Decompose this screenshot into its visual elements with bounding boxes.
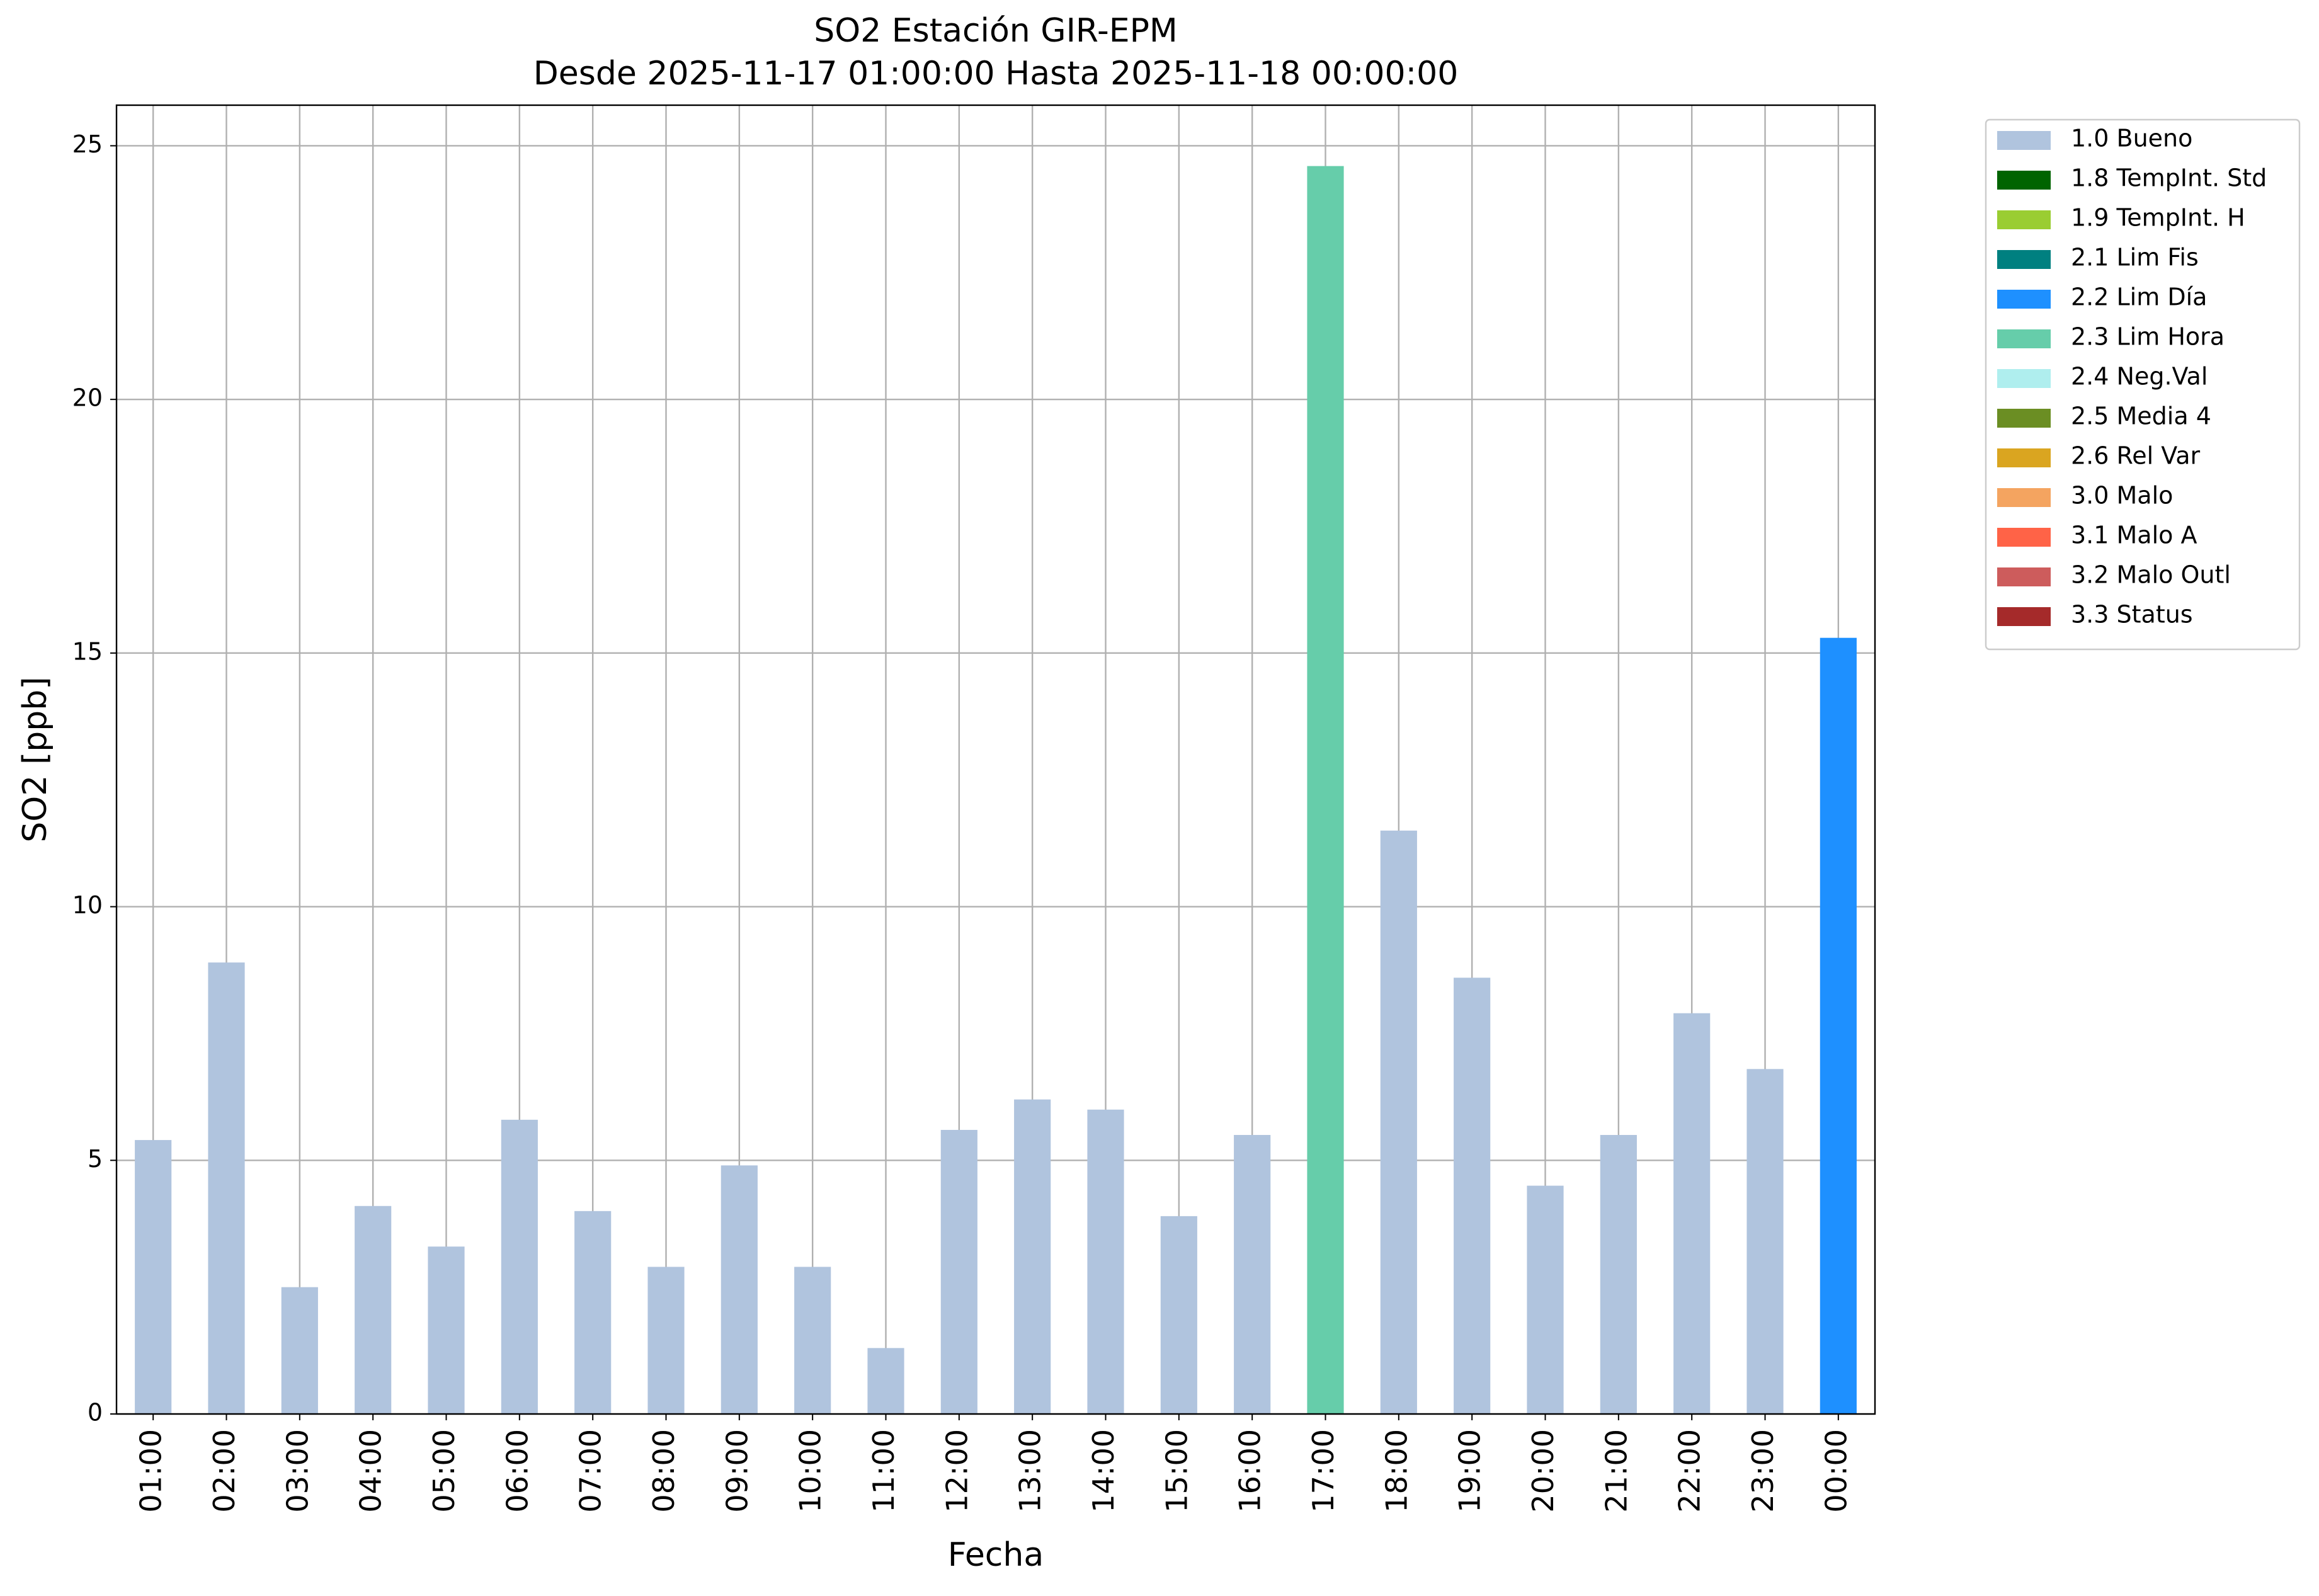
bar: [1527, 1185, 1564, 1414]
x-tick-label: 11:00: [867, 1429, 901, 1513]
bar: [208, 962, 245, 1414]
bar: [1746, 1069, 1784, 1414]
bar: [721, 1165, 758, 1414]
x-tick-label: 08:00: [647, 1429, 681, 1513]
bar: [1380, 830, 1417, 1414]
legend-swatch: [1997, 607, 2051, 626]
chart-title: SO2 Estación GIR-EPM: [814, 12, 1178, 50]
x-axis-label: Fecha: [948, 1536, 1044, 1574]
bar: [794, 1267, 831, 1414]
legend-label: 3.2 Malo Outl: [2071, 561, 2231, 589]
bar: [428, 1246, 465, 1414]
legend-swatch: [1997, 250, 2051, 269]
legend-swatch: [1997, 369, 2051, 388]
legend-box: [1985, 118, 2301, 651]
x-tick-label: 06:00: [500, 1429, 534, 1513]
legend-label: 1.0 Bueno: [2071, 125, 2192, 152]
y-tick-label: 10: [72, 891, 103, 919]
bar: [1160, 1216, 1197, 1414]
x-tick-label: 09:00: [720, 1429, 754, 1513]
x-tick-label: 18:00: [1379, 1429, 1413, 1513]
legend-label: 2.4 Neg.Val: [2071, 363, 2208, 390]
bar: [501, 1119, 538, 1414]
legend-label: 2.5 Media 4: [2071, 402, 2211, 430]
legend-label: 1.8 TempInt. Std: [2071, 164, 2267, 192]
plot-frame: [115, 104, 1876, 1415]
x-tick-label: 17:00: [1306, 1429, 1340, 1513]
x-tick-label: 14:00: [1086, 1429, 1120, 1513]
bar: [1600, 1135, 1637, 1414]
legend-swatch: [1997, 210, 2051, 229]
x-tick-label: 07:00: [574, 1429, 608, 1513]
legend-swatch: [1997, 131, 2051, 150]
legend-label: 2.3 Lim Hora: [2071, 323, 2225, 351]
bar: [1820, 637, 1857, 1414]
bars: [135, 166, 1857, 1415]
x-tick-label: 00:00: [1819, 1429, 1853, 1513]
legend-label: 1.9 TempInt. H: [2071, 204, 2245, 232]
x-tick-label: 05:00: [427, 1429, 461, 1513]
x-tick-label: 03:00: [280, 1429, 314, 1513]
legend-swatch: [1997, 488, 2051, 507]
legend-swatch: [1997, 448, 2051, 467]
bar: [647, 1267, 685, 1414]
y-tick-label: 15: [72, 637, 103, 665]
y-tick-label: 5: [88, 1145, 103, 1173]
legend-label: 3.3 Status: [2071, 601, 2193, 629]
bar: [281, 1287, 318, 1414]
x-tick-label: 02:00: [207, 1429, 241, 1513]
bar: [574, 1211, 612, 1414]
legend-swatch: [1997, 171, 2051, 190]
chart-subtitle: Desde 2025-11-17 01:00:00 Hasta 2025-11-…: [533, 55, 1459, 93]
legend-label: 2.1 Lim Fis: [2071, 244, 2199, 271]
x-tick-label: 04:00: [354, 1429, 388, 1513]
bar: [1014, 1099, 1051, 1414]
legend-label: 2.6 Rel Var: [2071, 442, 2201, 470]
x-tick-label: 23:00: [1746, 1429, 1780, 1513]
legend-swatch: [1997, 290, 2051, 309]
y-tick-label: 0: [88, 1399, 103, 1427]
bar: [135, 1140, 172, 1414]
legend-swatch: [1997, 409, 2051, 428]
x-tick-label: 15:00: [1160, 1429, 1194, 1513]
bar: [1307, 166, 1344, 1415]
legend-label: 3.1 Malo A: [2071, 522, 2197, 549]
legend-label: 3.0 Malo: [2071, 482, 2173, 510]
legend-swatch: [1997, 567, 2051, 586]
x-tick-label: 16:00: [1233, 1429, 1267, 1513]
y-axis-label: SO2 [ppb]: [16, 676, 54, 842]
x-tick-label: 22:00: [1673, 1429, 1707, 1513]
bar: [940, 1129, 977, 1414]
bar: [1087, 1109, 1124, 1414]
bar: [1454, 978, 1491, 1414]
x-tick-label: 01:00: [134, 1429, 168, 1513]
legend-swatch: [1997, 329, 2051, 348]
x-tick-label: 10:00: [794, 1429, 828, 1513]
x-tick-label: 21:00: [1599, 1429, 1633, 1513]
y-tick-label: 25: [72, 130, 103, 158]
x-tick-label: 20:00: [1526, 1429, 1560, 1513]
bar: [1673, 1013, 1711, 1414]
x-tick-label: 19:00: [1453, 1429, 1487, 1513]
legend-swatch: [1997, 528, 2051, 547]
bar: [1234, 1135, 1271, 1414]
x-tick-label: 13:00: [1013, 1429, 1047, 1513]
x-tick-label: 12:00: [940, 1429, 974, 1513]
y-tick-label: 20: [72, 384, 103, 412]
bar: [867, 1348, 904, 1414]
bar: [355, 1206, 392, 1414]
legend-label: 2.2 Lim Día: [2071, 283, 2207, 311]
